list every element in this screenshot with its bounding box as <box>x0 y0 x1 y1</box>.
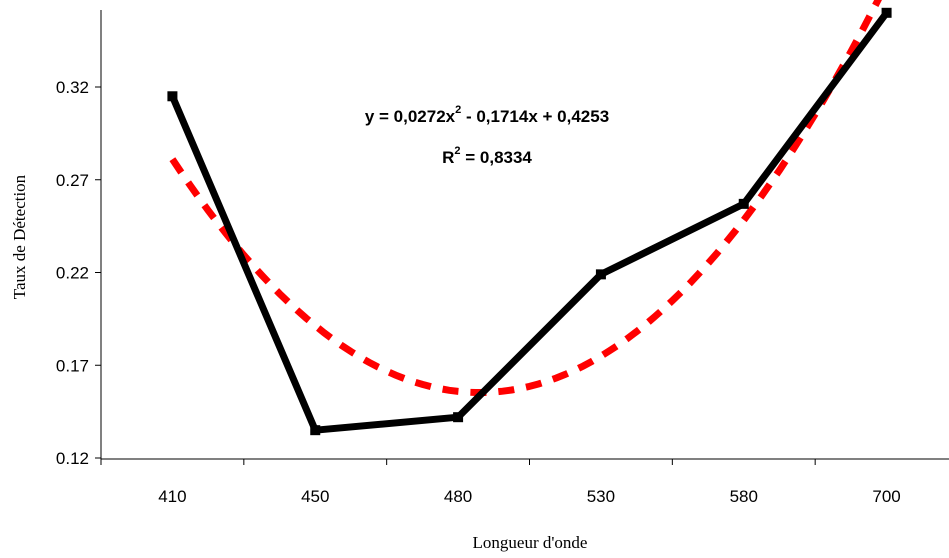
x-axis-title: Longueur d'onde <box>473 533 588 552</box>
x-tick-label: 410 <box>158 487 186 506</box>
data-point-marker <box>310 425 321 436</box>
x-tick-label: 480 <box>444 487 472 506</box>
x-tick-label: 450 <box>301 487 329 506</box>
data-point-marker <box>167 91 178 102</box>
trendline-equation: y = 0,0272x2 - 0,1714x + 0,4253 <box>365 104 609 126</box>
y-tick-label: 0.27 <box>56 171 89 190</box>
y-tick-label: 0.17 <box>56 356 89 375</box>
x-tick-label: 530 <box>587 487 615 506</box>
series-group <box>167 7 892 436</box>
series-line <box>169 10 890 434</box>
x-tick-label: 580 <box>730 487 758 506</box>
data-point-marker <box>595 269 606 280</box>
y-tick-label: 0.32 <box>56 78 89 97</box>
data-point-marker <box>738 198 749 209</box>
y-axis-title: Taux de Détection <box>10 174 29 299</box>
data-point-marker <box>453 412 464 423</box>
labels-group: 0.12 0.17 0.22 0.27 0.32 410 450 480 530 580 700 <box>56 78 901 506</box>
axes <box>95 10 949 465</box>
y-tick-label: 0.22 <box>56 264 89 283</box>
y-tick-label: 0.12 <box>56 449 89 468</box>
trendline-group <box>169 0 882 396</box>
x-tick-label: 700 <box>872 487 900 506</box>
r-squared-label: R2 = 0,8334 <box>442 145 532 167</box>
data-point-marker <box>881 7 892 18</box>
trendline-polynomial <box>169 0 882 396</box>
